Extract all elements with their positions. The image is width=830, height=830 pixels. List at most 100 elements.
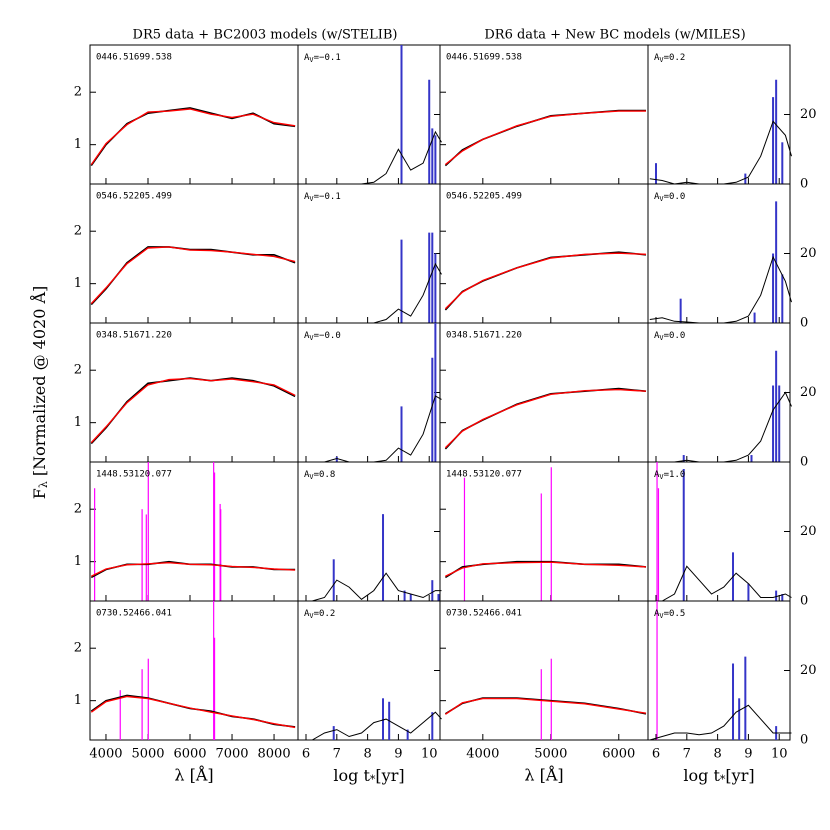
x-tick-label: 8 [713, 747, 721, 762]
model-spectrum [445, 561, 647, 577]
extinction-label: AV=0.0 [654, 192, 685, 204]
smoothed-curve [649, 565, 792, 602]
x-tick-label: 5000 [131, 747, 164, 762]
smoothed-curve [299, 262, 442, 324]
panel-frame [89, 461, 299, 602]
smoothed-curve [649, 120, 792, 185]
x-tick-label: 8000 [258, 747, 291, 762]
av-symbol: A [654, 609, 660, 619]
panel-frame [89, 44, 299, 185]
smoothed-curve [299, 572, 442, 602]
label-unit: [yr] [725, 766, 754, 785]
y-tick-label: 20 [800, 524, 817, 539]
x-tick-label: 9 [394, 747, 402, 762]
model-spectrum [444, 252, 647, 310]
av-value: =0.2 [314, 609, 336, 619]
observed-spectrum [444, 109, 646, 167]
y-tick-label: 0 [800, 733, 808, 748]
panel-frame [439, 600, 649, 741]
observed-spectrum [90, 377, 296, 445]
av-subscript: V [309, 334, 314, 342]
y-tick-label: 1 [74, 137, 82, 152]
av-value: =−0.1 [314, 192, 341, 202]
observed-spectrum [444, 387, 647, 450]
spectrum-id: 0446.51699.538 [446, 53, 522, 63]
extinction-label: AV=0.0 [654, 331, 685, 343]
av-symbol: A [654, 470, 660, 480]
panel-frame [647, 44, 791, 185]
label-unit: [yr] [375, 766, 404, 785]
panel-frame [647, 461, 791, 602]
spectrum-id: 0546.52205.499 [96, 192, 172, 202]
y-tick-label: 20 [800, 107, 817, 122]
panel-frame [647, 600, 791, 741]
y-axis-label: Fλ [Normalized @ 4020 Å] [29, 286, 51, 500]
y-tick-label: 0 [800, 455, 808, 470]
extinction-label: AV=0.2 [654, 53, 685, 65]
y-tick-label: 2 [74, 363, 82, 378]
label-subscript: * [720, 773, 726, 786]
y-tick-label: 2 [74, 641, 82, 656]
panel-frame [647, 183, 791, 324]
x-axis-label: λ [Å] [174, 765, 213, 785]
column-title: DR5 data + BC2003 models (w/STELIB) [133, 28, 398, 43]
spectrum-id: 1448.53120.077 [96, 470, 172, 480]
x-tick-label: 4000 [466, 747, 499, 762]
av-subscript: V [659, 195, 664, 203]
av-subscript: V [659, 56, 664, 64]
x-tick-label: 10 [771, 747, 788, 762]
extinction-label: AV=1.0 [654, 470, 685, 482]
model-spectrum [444, 110, 646, 166]
spectrum-id: 0730.52466.041 [446, 609, 522, 619]
model-spectrum [90, 695, 296, 729]
y-tick-label: 20 [800, 663, 817, 678]
observed-spectrum [444, 560, 647, 579]
x-axis-label: λ [Å] [524, 765, 563, 785]
panel-frame [89, 322, 299, 463]
spectrum-id: 0730.52466.041 [96, 609, 172, 619]
spectrum-id: 0546.52205.499 [446, 192, 522, 202]
av-subscript: V [659, 612, 664, 620]
x-tick-label: 6 [302, 747, 310, 762]
av-subscript: V [309, 473, 314, 481]
label-symbol: F [30, 488, 49, 499]
spectrum-id: 0348.51671.220 [446, 331, 522, 341]
y-tick-label: 2 [74, 224, 82, 239]
av-value: =0.8 [314, 470, 336, 480]
av-value: =0.2 [664, 53, 686, 63]
label-text: log t [333, 766, 370, 785]
label-text: log t [683, 766, 720, 785]
x-axis-label: log t*[yr] [333, 766, 404, 787]
av-value: =−0.1 [314, 53, 341, 63]
y-tick-label: 20 [800, 385, 817, 400]
observed-spectrum [444, 251, 647, 311]
panel-frame [439, 322, 649, 463]
av-subscript: V [309, 56, 314, 64]
extinction-label: AV=−0.1 [304, 53, 341, 65]
x-tick-label: 4000 [89, 747, 122, 762]
model-spectrum [90, 246, 296, 305]
extinction-label: AV=0.8 [304, 470, 335, 482]
label-subscript: * [370, 773, 376, 786]
x-tick-label: 6000 [173, 747, 206, 762]
av-symbol: A [304, 470, 310, 480]
smoothed-curve [649, 255, 792, 324]
smoothed-curve [649, 704, 792, 741]
av-symbol: A [654, 192, 660, 202]
extinction-label: AV=0.5 [654, 609, 685, 621]
x-axis-label: log t*[yr] [683, 766, 754, 787]
spectrum-id: 1448.53120.077 [446, 470, 522, 480]
y-tick-label: 1 [74, 693, 82, 708]
panel-frame [89, 600, 299, 741]
model-spectrum [445, 697, 647, 715]
av-subscript: V [309, 195, 314, 203]
smoothed-curve [649, 391, 792, 463]
extinction-label: AV=0.2 [304, 609, 335, 621]
av-symbol: A [654, 53, 660, 63]
x-tick-label: 10 [421, 747, 438, 762]
y-tick-label: 20 [800, 246, 817, 261]
av-value: =0.0 [664, 331, 686, 341]
panel-frame [647, 322, 791, 463]
av-subscript: V [659, 334, 664, 342]
y-tick-label: 1 [74, 554, 82, 569]
